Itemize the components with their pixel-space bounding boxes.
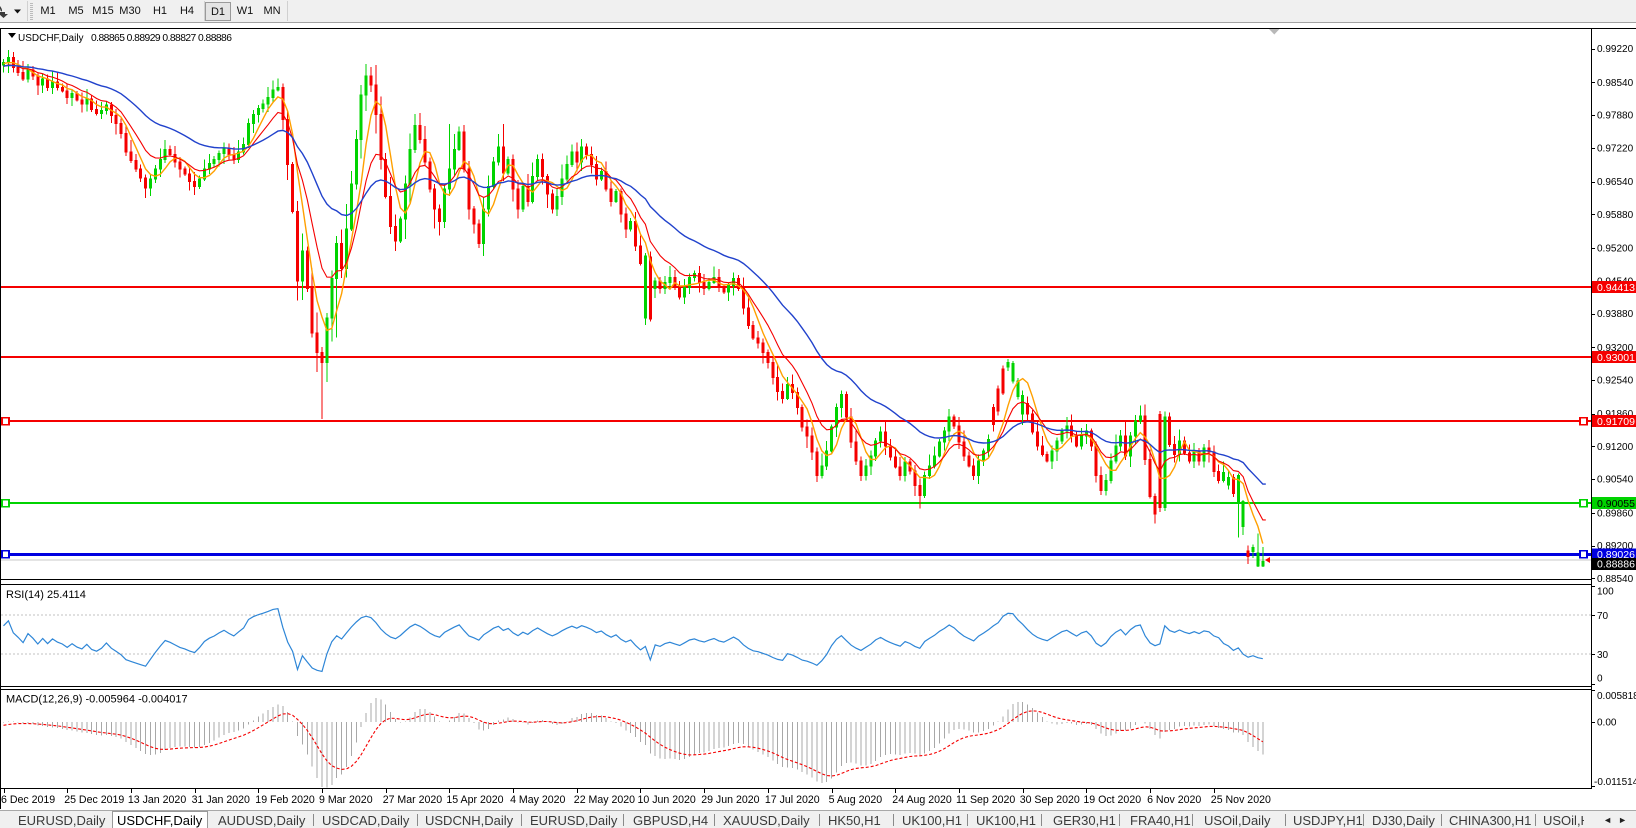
- svg-text:0.90540: 0.90540: [1597, 475, 1634, 486]
- svg-text:10 Jun 2020: 10 Jun 2020: [638, 794, 696, 806]
- svg-text:15 Apr 2020: 15 Apr 2020: [446, 794, 503, 806]
- svg-text:0.89860: 0.89860: [1597, 508, 1634, 519]
- svg-text:19 Feb 2020: 19 Feb 2020: [255, 794, 315, 806]
- svg-text:24 Aug 2020: 24 Aug 2020: [892, 794, 952, 806]
- svg-text:0.93001: 0.93001: [1597, 352, 1635, 364]
- svg-text:0.93880: 0.93880: [1597, 309, 1634, 320]
- svg-text:11 Sep 2020: 11 Sep 2020: [956, 794, 1015, 806]
- svg-text:0.89200: 0.89200: [1597, 541, 1634, 552]
- svg-text:19 Oct 2020: 19 Oct 2020: [1083, 794, 1141, 806]
- svg-text:0.005818: 0.005818: [1597, 691, 1636, 702]
- svg-text:0.91200: 0.91200: [1597, 442, 1634, 453]
- svg-text:31 Jan 2020: 31 Jan 2020: [192, 794, 250, 806]
- svg-text:9 Mar 2020: 9 Mar 2020: [319, 794, 373, 806]
- svg-text:0.93200: 0.93200: [1597, 343, 1634, 354]
- svg-text:RSI(14) 25.4114: RSI(14) 25.4114: [6, 589, 86, 601]
- svg-text:0.89026: 0.89026: [1597, 549, 1635, 561]
- svg-text:30 Sep 2020: 30 Sep 2020: [1020, 794, 1080, 806]
- svg-text:USDCHF,Daily: USDCHF,Daily: [18, 33, 84, 44]
- svg-text:25 Dec 2019: 25 Dec 2019: [64, 794, 124, 806]
- svg-text:29 Jun 2020: 29 Jun 2020: [701, 794, 759, 806]
- svg-text:0.96540: 0.96540: [1597, 177, 1634, 188]
- svg-text:0.98540: 0.98540: [1597, 78, 1634, 89]
- svg-text:0.90055: 0.90055: [1597, 498, 1635, 510]
- svg-text:0.88540: 0.88540: [1597, 574, 1634, 585]
- svg-text:100: 100: [1597, 587, 1614, 598]
- svg-text:17 Jul 2020: 17 Jul 2020: [765, 794, 820, 806]
- svg-text:30: 30: [1597, 650, 1609, 661]
- svg-text:22 May 2020: 22 May 2020: [574, 794, 635, 806]
- svg-text:0.94413: 0.94413: [1597, 282, 1635, 294]
- svg-text:-0.011514: -0.011514: [1594, 777, 1636, 788]
- svg-text:6 Dec 2019: 6 Dec 2019: [1, 794, 55, 806]
- svg-text:6 Nov 2020: 6 Nov 2020: [1147, 794, 1201, 806]
- svg-text:0.95200: 0.95200: [1597, 244, 1634, 255]
- svg-text:4 May 2020: 4 May 2020: [510, 794, 565, 806]
- svg-text:70: 70: [1597, 611, 1609, 622]
- svg-text:27 Mar 2020: 27 Mar 2020: [383, 794, 443, 806]
- svg-text:0.88886: 0.88886: [1597, 559, 1635, 571]
- svg-text:0.88865 0.88929 0.88827 0.8888: 0.88865 0.88929 0.88827 0.88886: [91, 33, 232, 44]
- svg-text:0.97220: 0.97220: [1597, 143, 1634, 154]
- svg-text:0: 0: [1597, 674, 1603, 685]
- svg-text:0.97880: 0.97880: [1597, 111, 1634, 122]
- svg-text:5 Aug 2020: 5 Aug 2020: [829, 794, 883, 806]
- svg-text:0.91860: 0.91860: [1597, 409, 1634, 420]
- svg-text:13 Jan 2020: 13 Jan 2020: [128, 794, 186, 806]
- svg-text:25 Nov 2020: 25 Nov 2020: [1211, 794, 1271, 806]
- svg-text:0.00: 0.00: [1597, 718, 1617, 729]
- svg-text:0.99220: 0.99220: [1597, 44, 1634, 55]
- svg-text:0.92540: 0.92540: [1597, 375, 1634, 386]
- svg-text:0.95880: 0.95880: [1597, 210, 1634, 221]
- svg-text:MACD(12,26,9) -0.005964 -0.004: MACD(12,26,9) -0.005964 -0.004017: [6, 694, 188, 706]
- svg-text:0.91709: 0.91709: [1597, 416, 1635, 428]
